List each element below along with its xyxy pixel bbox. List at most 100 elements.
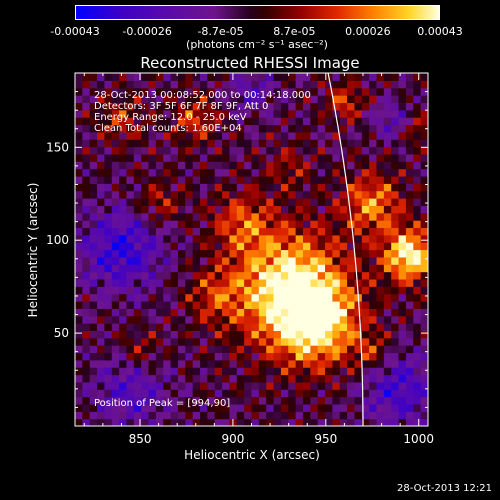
heatmap-cell: [222, 146, 231, 155]
heatmap-cell: [192, 205, 201, 214]
heatmap-cell: [177, 278, 186, 287]
heatmap-cell: [302, 242, 311, 251]
heatmap-cell: [155, 286, 164, 295]
heatmap-cell: [185, 367, 194, 376]
heatmap-cell: [177, 153, 186, 162]
heatmap-cell: [222, 411, 231, 420]
heatmap-cell: [185, 198, 194, 206]
heatmap-cell: [325, 168, 333, 177]
heatmap-cell: [251, 359, 260, 368]
heatmap-cell: [339, 175, 348, 184]
heatmap-cell: [214, 190, 223, 199]
heatmap-cell: [229, 109, 238, 118]
heatmap-cell: [82, 161, 91, 170]
heatmap-cell: [391, 381, 400, 390]
heatmap-cell: [163, 389, 172, 398]
heatmap-cell: [89, 396, 98, 405]
heatmap-cell: [75, 271, 83, 280]
heatmap-cell: [82, 117, 91, 126]
heatmap-cell: [236, 286, 245, 295]
heatmap-cell: [185, 359, 194, 368]
heatmap-cell: [361, 124, 370, 133]
heatmap-cell: [185, 403, 194, 412]
heatmap-cell: [391, 315, 400, 324]
heatmap-cell: [163, 278, 172, 287]
heatmap-cell: [89, 227, 98, 236]
heatmap-cell: [119, 418, 128, 426]
heatmap-cell: [119, 278, 128, 287]
heatmap-cell: [398, 278, 407, 287]
heatmap-cell: [207, 102, 216, 111]
heatmap-cell: [310, 146, 319, 155]
heatmap-cell: [229, 131, 238, 140]
heatmap-cell: [310, 330, 319, 339]
heatmap-cell: [222, 198, 231, 206]
heatmap-cell: [295, 352, 304, 361]
heatmap-cell: [104, 256, 113, 265]
heatmap-cell: [207, 367, 216, 376]
heatmap-cell: [317, 411, 326, 420]
heatmap-cell: [104, 87, 113, 96]
heatmap-cell: [383, 374, 392, 383]
heatmap-cell: [155, 234, 164, 243]
heatmap-cell: [111, 124, 120, 133]
heatmap-cell: [222, 256, 231, 265]
heatmap-cell: [236, 220, 245, 229]
heatmap-cell: [119, 87, 128, 96]
heatmap-cell: [89, 146, 98, 155]
heatmap-cell: [317, 109, 326, 118]
heatmap-cell: [288, 396, 297, 405]
heatmap-cell: [339, 418, 348, 426]
heatmap-cell: [214, 359, 223, 368]
heatmap-cell: [339, 146, 348, 155]
heatmap-cell: [214, 102, 223, 111]
heatmap-cell: [413, 102, 422, 111]
heatmap-cell: [310, 300, 319, 309]
heatmap-cell: [302, 227, 311, 236]
heatmap-cell: [317, 352, 326, 361]
heatmap-cell: [251, 381, 260, 390]
heatmap-cell: [133, 124, 142, 133]
heatmap-cell: [229, 345, 238, 354]
heatmap-cell: [177, 264, 186, 273]
heatmap-cell: [413, 73, 422, 81]
heatmap-cell: [398, 73, 407, 81]
heatmap-cell: [325, 418, 333, 426]
heatmap-cell: [141, 73, 150, 81]
heatmap-cell: [383, 87, 392, 96]
heatmap-cell: [214, 183, 223, 192]
heatmap-cell: [273, 139, 282, 148]
heatmap-cell: [141, 234, 150, 243]
heatmap-cell: [405, 183, 414, 192]
heatmap-cell: [97, 146, 106, 155]
heatmap-cell: [391, 345, 400, 354]
heatmap-cell: [97, 396, 106, 405]
heatmap-cell: [170, 109, 179, 118]
heatmap-cell: [310, 242, 319, 251]
heatmap-cell: [398, 198, 407, 206]
heatmap-cell: [170, 389, 179, 398]
heatmap-cell: [75, 278, 83, 287]
heatmap-cell: [200, 278, 208, 287]
heatmap-cell: [104, 175, 113, 184]
heatmap-cell: [347, 109, 356, 118]
heatmap-cell: [354, 352, 363, 361]
heatmap-cell: [75, 183, 83, 192]
heatmap-cell: [332, 87, 341, 96]
heatmap-cell: [310, 256, 319, 265]
heatmap-cell: [82, 359, 91, 368]
heatmap-cell: [295, 183, 304, 192]
heatmap-cell: [177, 330, 186, 339]
heatmap-cell: [104, 227, 113, 236]
heatmap-cell: [251, 212, 260, 221]
heatmap-cell: [119, 352, 128, 361]
heatmap-cell: [339, 330, 348, 339]
heatmap-cell: [82, 242, 91, 251]
heatmap-cell: [266, 249, 275, 258]
heatmap-cell: [310, 381, 319, 390]
heatmap-cell: [332, 315, 341, 324]
heatmap-cell: [302, 374, 311, 383]
heatmap-cell: [420, 256, 428, 265]
heatmap-cell: [89, 278, 98, 287]
